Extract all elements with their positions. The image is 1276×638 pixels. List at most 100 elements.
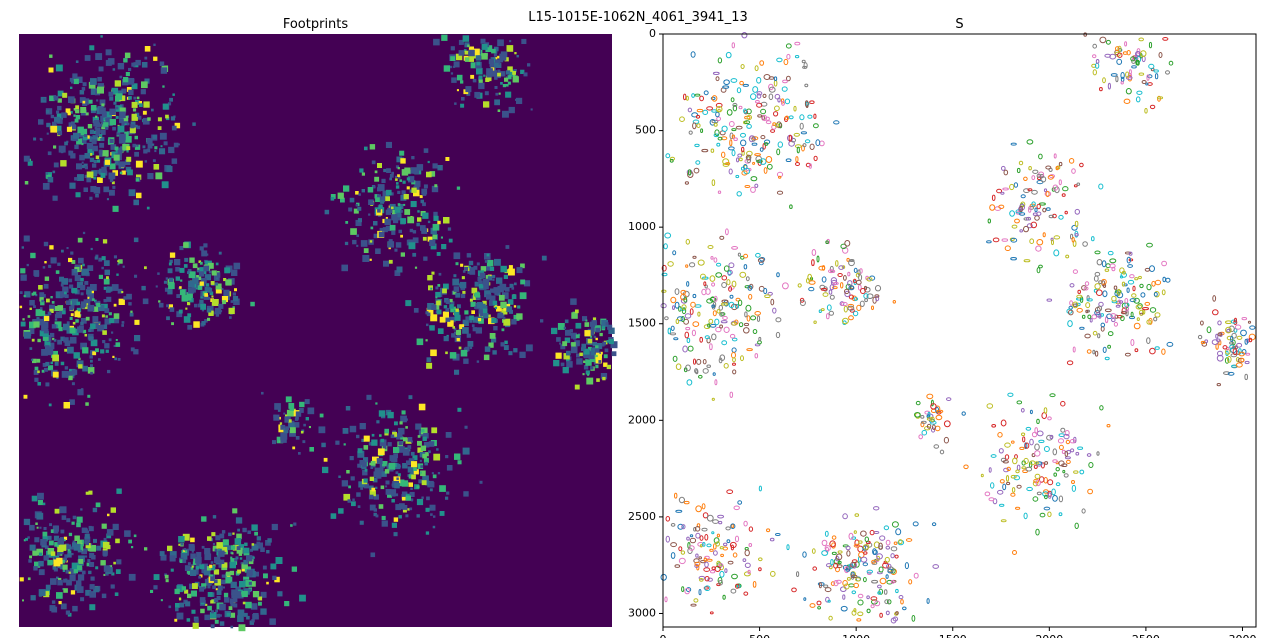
footprint-cell [115, 93, 122, 100]
footprint-outline [702, 109, 709, 116]
footprint-cell [49, 308, 54, 313]
footprint-outline [717, 514, 725, 519]
footprint-outline [1079, 162, 1084, 168]
footprint-outline [803, 597, 807, 601]
footprint-cell [293, 422, 300, 428]
footprint-cell [56, 576, 59, 580]
footprint-cell [90, 247, 93, 251]
footprint-cell [398, 515, 402, 519]
footprint-outline [1113, 321, 1119, 327]
footprint-cell [195, 562, 202, 569]
footprint-cell [442, 288, 447, 294]
footprint-cell [52, 195, 58, 201]
footprint-cell [103, 286, 107, 290]
footprint-cell [373, 185, 376, 189]
footprint-outline [722, 85, 730, 89]
footprint-cell [275, 557, 283, 564]
footprint-cell [126, 293, 132, 300]
footprint-outline [1016, 167, 1021, 174]
footprint-outline [895, 528, 902, 536]
footprint-cell [180, 542, 184, 546]
footprint-cell [455, 308, 459, 312]
footprint-outline [681, 307, 687, 315]
footprint-outline [795, 156, 799, 163]
footprint-cell [468, 56, 474, 62]
footprint-cell [376, 458, 383, 464]
footprint-cell [486, 253, 490, 257]
footprint-outline [777, 141, 783, 148]
footprint-outline [1235, 357, 1240, 363]
footprint-cell [158, 302, 164, 308]
footprint-cell [277, 409, 281, 412]
footprint-cell [63, 337, 69, 343]
footprint-outline [835, 260, 839, 267]
footprint-cell [228, 532, 232, 537]
footprint-outline [758, 485, 763, 492]
footprint-cell [288, 419, 292, 423]
footprint-outline [1099, 405, 1104, 411]
footprint-cell [51, 600, 56, 604]
footprint-outline [930, 403, 937, 410]
footprint-outline [807, 114, 813, 119]
footprint-outline [897, 539, 905, 546]
footprint-cell [392, 431, 397, 437]
footprint-cell [65, 371, 73, 378]
footprint-cell [407, 445, 412, 449]
footprint-cell [174, 122, 181, 129]
footprint-cell [464, 310, 469, 315]
footprint-outline [833, 120, 840, 125]
footprint-cell [96, 99, 99, 102]
footprint-cell [213, 569, 220, 575]
footprint-cell [485, 45, 493, 52]
footprint-outline [758, 261, 764, 266]
footprint-outline [809, 143, 815, 151]
footprint-outline [1132, 285, 1136, 292]
footprint-outline [920, 421, 925, 428]
footprint-outline [1019, 229, 1024, 233]
footprint-cell [125, 72, 130, 77]
footprint-cell [136, 125, 141, 130]
footprint-outline [762, 93, 767, 99]
footprint-outline [796, 571, 800, 577]
footprint-cell [88, 336, 94, 341]
footprint-cell [452, 278, 460, 286]
footprint-cell [100, 115, 107, 122]
footprint-cell [162, 85, 165, 88]
footprint-outline [1141, 80, 1147, 84]
footprint-cell [564, 337, 571, 343]
footprint-cell [119, 107, 126, 114]
footprint-cell [54, 314, 59, 319]
footprint-cell [441, 244, 447, 250]
footprint-cell [347, 499, 351, 503]
footprint-cell [86, 562, 91, 567]
footprint-cell [390, 434, 395, 439]
footprint-cell [39, 526, 42, 529]
footprint-outline [1047, 416, 1052, 421]
footprint-cell [401, 480, 409, 487]
footprint-cell [456, 335, 461, 339]
footprint-cell [432, 223, 440, 231]
footprint-cell [213, 579, 218, 584]
footprint-cell [131, 546, 134, 549]
footprint-cell [248, 588, 252, 593]
footprint-cell [466, 333, 471, 338]
footprint-outline [1016, 400, 1023, 405]
footprint-outline [747, 285, 753, 291]
footprint-cell [309, 447, 314, 452]
footprint-cell [514, 52, 517, 55]
footprint-outline [711, 304, 715, 308]
footprint-cell [290, 524, 293, 527]
footprint-cell [76, 516, 83, 523]
footprint-cell [385, 489, 392, 495]
footprint-outline [766, 163, 773, 170]
footprint-outline [1227, 356, 1232, 363]
footprint-outline [1026, 486, 1033, 492]
footprint-outline [701, 148, 709, 153]
footprint-cell [416, 485, 420, 489]
footprint-cell [126, 87, 132, 92]
footprint-cell [472, 327, 477, 332]
footprint-cell [606, 340, 610, 343]
footprint-cell [500, 301, 507, 309]
footprint-cell [77, 326, 84, 333]
footprint-cell [88, 329, 92, 332]
